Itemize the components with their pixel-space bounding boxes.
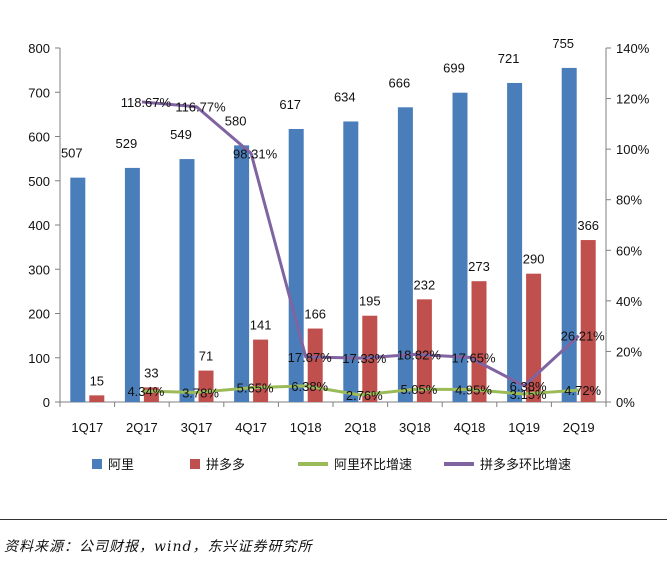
line-label-pdd-growth: 26.21%: [561, 329, 606, 344]
legend-label: 阿里环比增速: [334, 458, 412, 473]
bar-label-pdd: 71: [199, 349, 213, 364]
bar-label-pdd: 290: [523, 252, 545, 267]
bar-label-alibaba: 699: [443, 61, 465, 76]
y-tick-label-right: 80%: [616, 193, 642, 208]
y-tick-label-left: 600: [28, 130, 50, 145]
bar-label-pdd: 195: [359, 294, 381, 309]
bar-label-pdd: 33: [144, 365, 158, 380]
bar-label-alibaba: 549: [170, 127, 192, 142]
x-tick-label: 3Q17: [181, 420, 213, 435]
x-tick-label: 4Q18: [454, 420, 486, 435]
bar-label-pdd: 141: [250, 318, 272, 333]
bar-alibaba: [452, 92, 468, 402]
line-label-alibaba-growth: 4.95%: [455, 382, 492, 397]
x-tick-label: 1Q17: [71, 420, 103, 435]
line-label-pdd-growth: 118.67%: [121, 95, 172, 110]
bar-label-pdd: 15: [90, 373, 104, 388]
y-tick-label-left: 500: [28, 174, 50, 189]
bar-alibaba: [397, 107, 413, 403]
legend-swatch: [190, 459, 200, 469]
bar-label-alibaba: 529: [116, 136, 138, 151]
x-tick-label: 1Q19: [508, 420, 540, 435]
bar-label-alibaba: 580: [225, 113, 247, 128]
legend-label: 拼多多环比增速: [480, 457, 571, 473]
bar-pdd: [526, 273, 542, 402]
legend-label: 拼多多: [206, 457, 245, 473]
bar-alibaba: [507, 82, 523, 403]
bar-label-alibaba: 755: [552, 36, 574, 51]
y-tick-label-left: 100: [28, 351, 50, 366]
bar-alibaba: [234, 145, 250, 402]
y-tick-label-right: 100%: [616, 142, 650, 157]
x-tick-label: 3Q18: [399, 420, 431, 435]
y-tick-label-left: 0: [43, 395, 50, 410]
legend-swatch: [92, 459, 102, 469]
combo-chart: 0 100 200 300 400 500 600 700 800 0% 20% 40% 60% 80% 1…: [28, 36, 650, 473]
bar-pdd: [580, 240, 596, 402]
y-tick-label-right: 20%: [616, 344, 642, 359]
line-label-alibaba-growth: 3.15%: [510, 387, 547, 402]
line-label-pdd-growth: 17.33%: [342, 351, 387, 366]
bar-alibaba: [124, 167, 140, 402]
bar-label-pdd: 166: [304, 307, 326, 322]
bar-label-alibaba: 666: [389, 75, 411, 90]
line-label-alibaba-growth: 4.72%: [564, 383, 601, 398]
y-tick-label-right: 40%: [616, 294, 642, 309]
line-label-pdd-growth: 17.65%: [451, 350, 496, 365]
x-tick-label: 4Q17: [235, 420, 267, 435]
bar-alibaba: [561, 67, 577, 402]
chart-area: 0 100 200 300 400 500 600 700 800 0% 20% 40% 60% 80% 1…: [28, 36, 650, 473]
source-note: 资料来源：公司财报，wind，东兴证券研究所: [4, 539, 313, 555]
bar-pdd: [416, 299, 432, 402]
line-label-alibaba-growth: 4.34%: [127, 384, 164, 399]
bar-alibaba: [343, 121, 359, 402]
x-tick-label: 2Q18: [344, 420, 376, 435]
line-label-alibaba-growth: 5.65%: [237, 381, 274, 396]
line-label-pdd-growth: 6.38%: [510, 379, 547, 394]
y-tick-label-right: 120%: [616, 92, 650, 107]
line-label-pdd-growth: 98.31%: [233, 146, 278, 161]
y-tick-label-right: 140%: [616, 41, 650, 56]
y-tick-label-left: 400: [28, 218, 50, 233]
line-alibaba-growth: [141, 384, 579, 397]
line-label-alibaba-growth: 6.38%: [291, 379, 328, 394]
bar-label-alibaba: 617: [279, 97, 301, 112]
line-label-alibaba-growth: 5.05%: [400, 382, 437, 397]
bar-alibaba: [179, 159, 195, 402]
bar-pdd: [198, 370, 214, 402]
y-tick-label-right: 60%: [616, 243, 642, 258]
line-label-alibaba-growth: 3.78%: [182, 385, 219, 400]
bar-label-pdd: 273: [468, 259, 490, 274]
bar-label-alibaba: 507: [61, 146, 83, 161]
bar-label-alibaba: 634: [334, 89, 356, 104]
bar-pdd: [307, 328, 323, 402]
bar-label-pdd: 366: [577, 218, 599, 233]
y-tick-label-left: 700: [28, 85, 50, 100]
bar-alibaba: [70, 177, 86, 402]
legend-label: 阿里: [108, 458, 134, 473]
x-tick-label: 2Q19: [563, 420, 595, 435]
bar-label-alibaba: 721: [498, 51, 520, 66]
y-tick-label-left: 300: [28, 262, 50, 277]
bar-label-pdd: 232: [414, 277, 436, 292]
divider: [0, 519, 667, 520]
x-tick-label: 2Q17: [126, 420, 158, 435]
bar-pdd: [471, 281, 487, 402]
bar-pdd: [89, 395, 105, 402]
line-label-pdd-growth: 116.77%: [175, 100, 226, 115]
y-tick-label-right: 0%: [616, 395, 635, 410]
line-label-pdd-growth: 18.82%: [397, 347, 442, 362]
x-tick-label: 1Q18: [290, 420, 322, 435]
line-pdd-growth: [141, 100, 580, 388]
line-label-alibaba-growth: 2.76%: [346, 388, 383, 403]
y-tick-label-left: 200: [28, 307, 50, 322]
line-label-pdd-growth: 17.87%: [288, 350, 333, 365]
y-tick-label-left: 800: [28, 41, 50, 56]
